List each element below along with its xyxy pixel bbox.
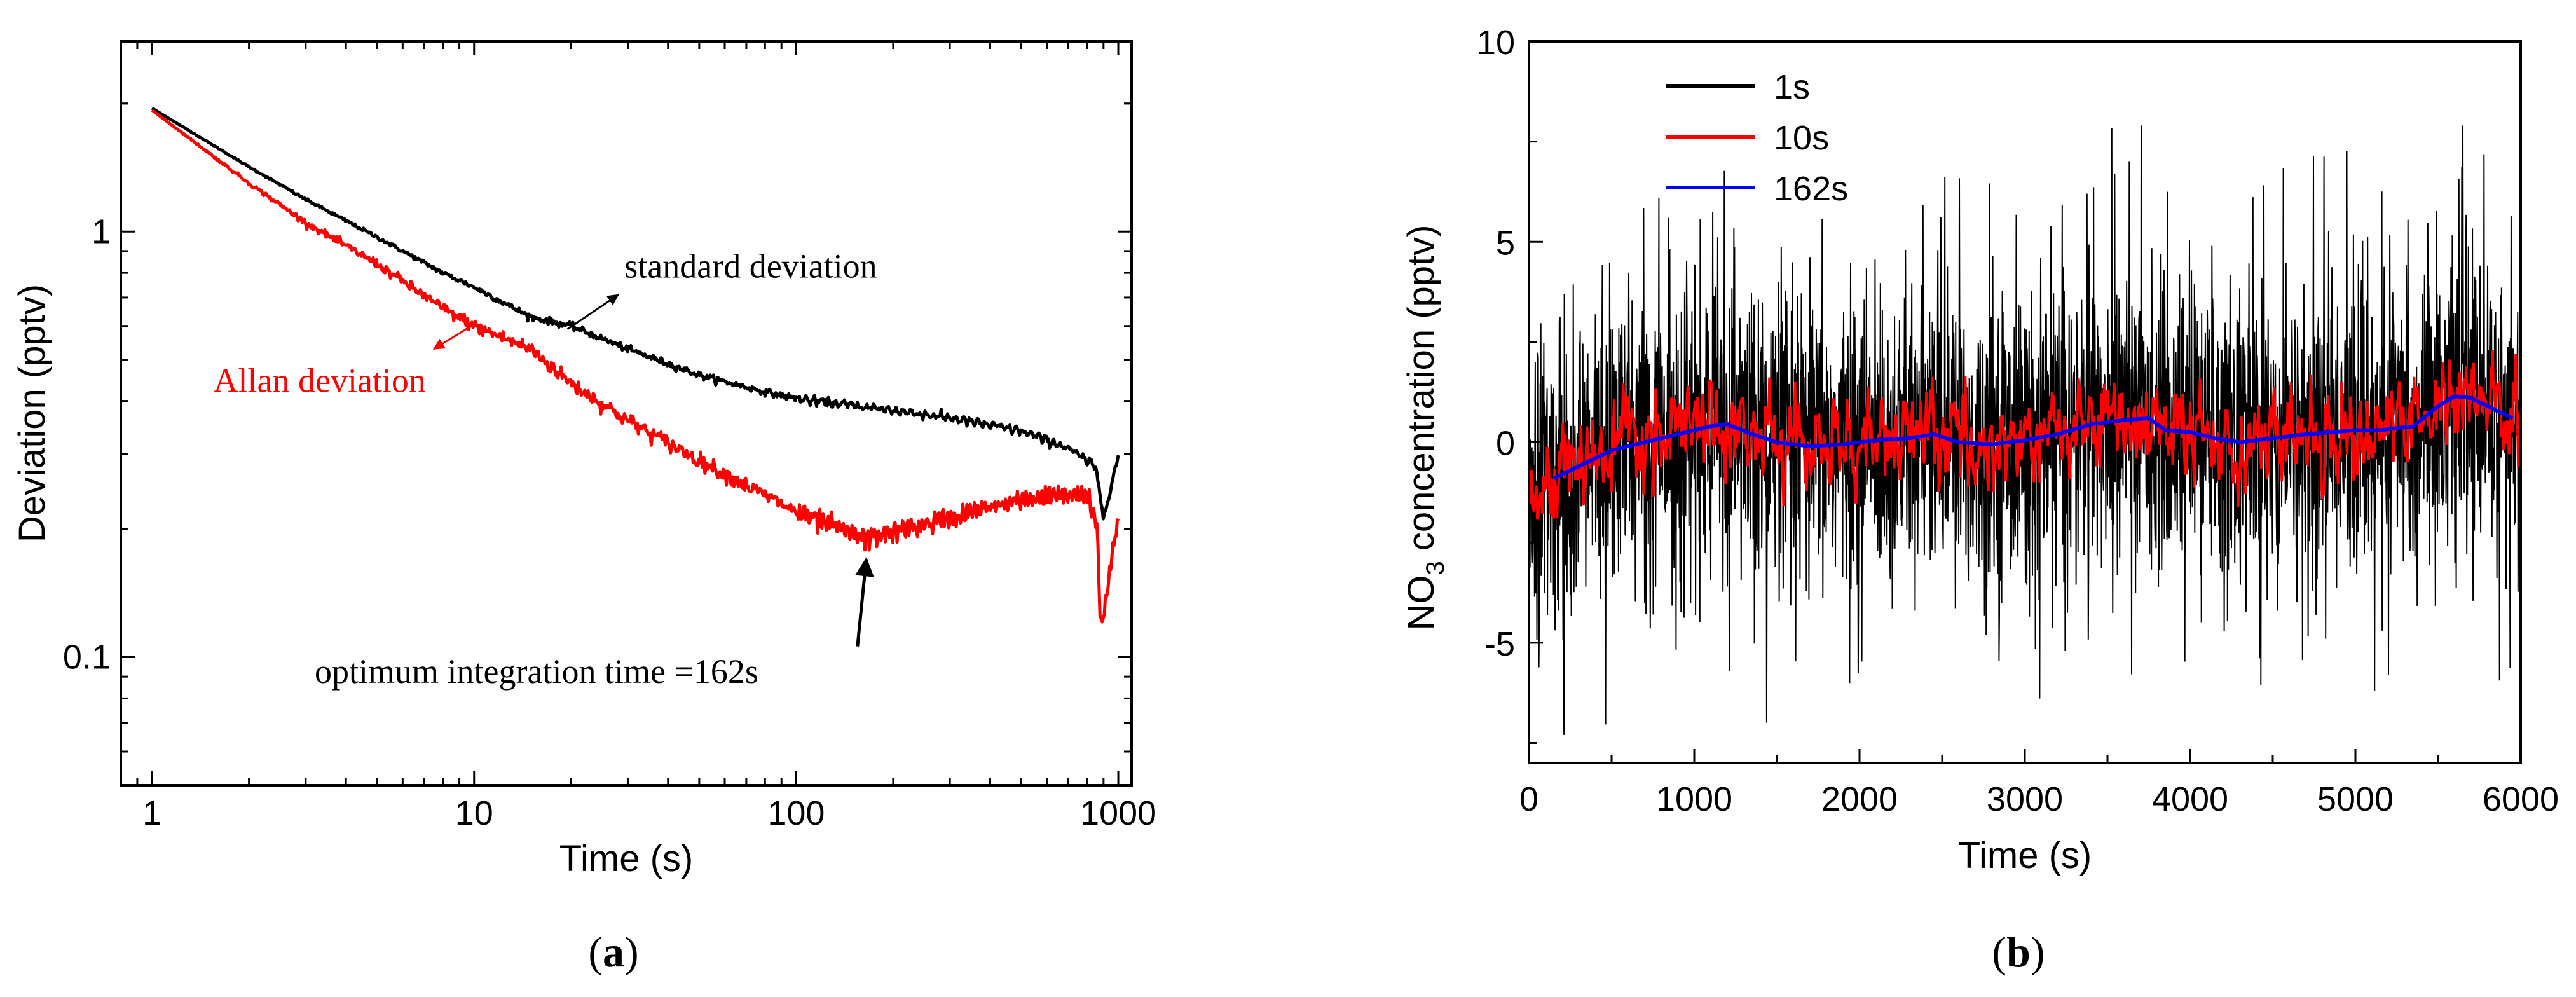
optimum-annotation: optimum integration time =162s <box>315 652 758 691</box>
panel-b-y-tick-label: 5 <box>1496 224 1515 262</box>
panel-b-ticks: 0 1000 2000 3000 4000 5000 6000 -5 0 5 10 <box>1477 24 2559 818</box>
panel-a-label: (a) <box>588 928 638 976</box>
panel-a-x-tick-label: 10 <box>455 794 493 832</box>
panel-a-x-tick-label: 100 <box>767 794 825 832</box>
panel-b: 0 1000 2000 3000 4000 5000 6000 -5 0 5 10 1s 10s 162… <box>1401 24 2559 976</box>
panel-b-x-axis-label: Time (s) <box>1958 835 2092 876</box>
panel-b-series <box>1529 125 2521 735</box>
optimum-arrow <box>854 557 874 647</box>
panel-b-x-tick-label: 2000 <box>1821 780 1898 818</box>
panel-b-series-1s <box>1529 125 2521 735</box>
legend-label: 162s <box>1774 170 1848 208</box>
panel-a-y-tick-label: 0.1 <box>63 638 111 677</box>
panel-b-y-tick-label: 0 <box>1496 425 1515 463</box>
panel-b-x-tick-label: 6000 <box>2483 780 2559 818</box>
panel-b-x-tick-label: 0 <box>1519 780 1538 818</box>
panel-a-series-line <box>151 109 1120 624</box>
legend-label: 10s <box>1774 119 1829 157</box>
panel-b-y-label-rest: concentration (pptv) <box>1401 225 1442 561</box>
panel-a-x-tick-label: 1000 <box>1080 794 1156 832</box>
panel-b-x-tick-label: 4000 <box>2152 780 2228 818</box>
panel-b-letter: b <box>2006 928 2031 976</box>
panel-a-annotations: standard deviation Allan deviation optimum… <box>214 247 877 691</box>
panel-b-y-label-sub: 3 <box>1422 561 1449 575</box>
panel-a-x-axis-label: Time (s) <box>559 838 693 879</box>
legend-label: 1s <box>1774 68 1810 106</box>
panel-a-y-tick-label: 1 <box>92 212 111 251</box>
panel-a-y-axis-label: Deviation (pptv) <box>11 284 53 542</box>
panel-a-plot-frame <box>120 40 1133 787</box>
panel-b-y-tick-label: -5 <box>1484 625 1515 663</box>
panel-b-series-162s <box>1552 394 2514 480</box>
std-dev-arrow <box>566 294 619 330</box>
panel-b-series-10s <box>1529 350 2521 520</box>
allan-dev-annotation: Allan deviation <box>214 361 426 399</box>
panel-b-x-tick-label: 1000 <box>1656 780 1732 818</box>
panel-b-y-label-main: NO <box>1401 575 1442 630</box>
panel-a-x-tick-label: 1 <box>142 794 161 832</box>
panel-b-x-tick-label: 3000 <box>1987 780 2063 818</box>
panel-b-y-tick-label: 10 <box>1477 24 1515 62</box>
allan-dev-arrow <box>432 325 472 350</box>
panel-b-x-tick-label: 5000 <box>2317 780 2394 818</box>
panel-b-label: (b) <box>1992 928 2045 976</box>
panel-a: standard deviation Allan deviation optimum… <box>11 40 1156 976</box>
panel-a-ticks: 1 10 100 1000 0.1 1 <box>63 41 1156 832</box>
panel-a-series-line <box>151 107 1120 521</box>
panel-a-letter: a <box>603 928 624 976</box>
std-dev-annotation: standard deviation <box>624 247 877 285</box>
panel-b-legend: 1s 10s 162s <box>1666 68 1848 208</box>
panel-a-series <box>151 107 1120 624</box>
panel-b-y-axis-label: NO3 concentration (pptv) <box>1401 225 1449 631</box>
